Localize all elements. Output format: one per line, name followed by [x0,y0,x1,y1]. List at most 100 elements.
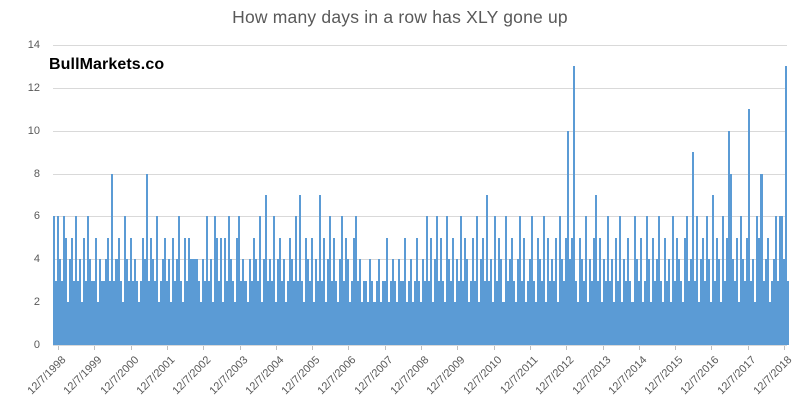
bar [79,259,82,345]
bar [542,216,545,345]
bar [726,237,729,345]
bar [560,259,563,345]
bar [756,216,759,345]
y-tick-label-10: 10 [27,124,40,137]
bar [53,216,56,345]
bar [182,302,185,345]
bar [81,302,84,345]
bar [236,237,239,345]
bar [57,216,60,345]
bar [440,237,443,345]
bar [718,259,721,345]
bar [220,237,223,345]
x-tick-mark [275,346,277,350]
gridline-y-6 [53,216,787,218]
bar [323,237,326,345]
bar [442,280,445,345]
bar [186,280,189,345]
bar [605,280,608,345]
bar [349,302,352,345]
bar [591,280,594,345]
bar [216,237,219,345]
x-tick-label-12-7-2017: 12/7/2017 [715,354,759,398]
bar [750,280,753,345]
bar [212,302,215,345]
bar [272,216,275,345]
bar [554,237,557,345]
bar [143,259,146,345]
bar [472,237,475,345]
bar [375,280,378,345]
bar [766,237,769,345]
bar [262,259,265,345]
bar [145,173,148,345]
y-tick-label-8: 8 [33,167,40,180]
bar [431,302,434,345]
bar [498,237,501,345]
bar [486,195,489,345]
bar-series [53,45,789,345]
bar [534,302,537,345]
bar [59,259,62,345]
bar [288,237,291,345]
bar [548,280,551,345]
x-tick-mark [312,346,314,350]
bar [484,280,487,345]
bar [313,302,316,345]
bar [63,216,66,345]
bar [518,216,521,345]
bar [369,259,372,345]
bar [706,216,709,345]
bar [109,280,112,345]
bar [714,280,717,345]
bar [758,237,761,345]
bar [478,302,481,345]
bar [401,280,404,345]
bar [585,216,588,345]
bar [329,216,332,345]
bar [476,216,479,345]
bar [494,216,497,345]
bar [371,280,374,345]
bar [163,237,166,345]
x-tick-mark [384,346,386,350]
x-tick-label-12-7-2007: 12/7/2007 [352,354,396,398]
bar [774,216,777,345]
x-tick-label-12-7-2016: 12/7/2016 [678,354,722,398]
bar [204,280,207,345]
bar [298,195,301,345]
bar [470,280,473,345]
bar [450,280,453,345]
bar [294,216,297,345]
bar [200,302,203,345]
bar [724,280,727,345]
bar [137,302,140,345]
bar [407,280,410,345]
bar [524,302,527,345]
bar [159,280,162,345]
bar [444,302,447,345]
y-tick-label-12: 12 [27,81,40,94]
bar [194,259,197,345]
bar [502,302,505,345]
bar [514,302,517,345]
bar [433,259,436,345]
bar [395,302,398,345]
bar [546,237,549,345]
x-tick-label-12-7-2012: 12/7/2012 [533,354,577,398]
gridline-y-12 [53,87,787,89]
bar [437,280,440,345]
bar [504,216,507,345]
bar [103,280,106,345]
x-axis: 12/7/1998 12/7/1999 12/7/2000 12/7/2001 12/7… [0,345,800,413]
x-tick-mark [784,346,785,350]
bar [732,259,735,345]
bar [708,259,711,345]
bar [673,280,676,345]
bar [234,302,237,345]
bar [639,237,642,345]
x-tick-mark [94,346,96,350]
bar [383,280,386,345]
bar [238,216,241,345]
